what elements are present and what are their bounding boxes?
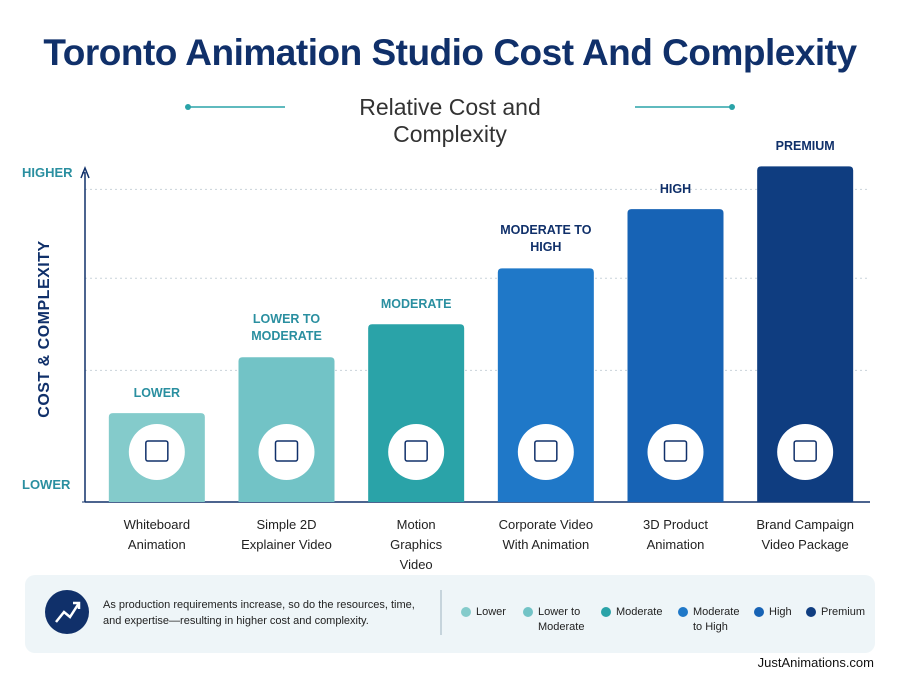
- bar-icon: [258, 424, 315, 480]
- decor-dot: [729, 104, 735, 110]
- y-axis-arrow: [80, 165, 90, 179]
- y-axis-label: COST & COMPLEXITY: [36, 240, 53, 418]
- bar-label: PREMIUM: [775, 139, 835, 154]
- x-tick-label: Brand Campaign Video Package: [756, 517, 854, 552]
- bar-label: LOWER TO MODERATE: [251, 312, 322, 344]
- bar-icon-glyph: [404, 440, 428, 462]
- legend-swatch: [601, 607, 611, 617]
- x-tick-label: Motion Graphics Video: [390, 517, 443, 572]
- legend-swatch: [461, 607, 471, 617]
- footer: JustAnimations.com: [757, 655, 874, 670]
- legend-label: High: [769, 606, 792, 618]
- bar-icon: [777, 424, 834, 480]
- x-tick-label: Corporate Video With Animation: [498, 517, 594, 552]
- decor-dot: [185, 104, 191, 110]
- info-icon-glyph: [55, 601, 81, 623]
- bar-icon: [128, 424, 185, 480]
- note: As production requirements increase, so …: [103, 599, 415, 627]
- chart-title: Toronto Animation Studio Cost And Comple…: [43, 32, 857, 73]
- bar-label: LOWER: [133, 386, 181, 401]
- legend-swatch: [523, 607, 533, 617]
- bar: [627, 209, 724, 503]
- bar: [757, 166, 854, 502]
- x-tick-label: Whiteboard Animation: [123, 517, 191, 552]
- info-icon: [45, 590, 89, 634]
- bar-icon: [388, 424, 445, 480]
- bar-icon-glyph: [534, 440, 558, 462]
- legend-swatch: [678, 607, 688, 617]
- bar-label: MODERATE TO HIGH: [500, 223, 592, 255]
- bar-icon-glyph: [145, 440, 169, 462]
- bar-icon: [647, 424, 704, 480]
- x-tick-label: 3D Product Animation: [642, 517, 709, 552]
- legend-swatch: [754, 607, 764, 617]
- info-box: [25, 575, 875, 653]
- legend-label: Moderate: [616, 606, 663, 618]
- x-tick-label: Simple 2D Explainer Video: [241, 517, 332, 552]
- legend-label: Lower to Moderate: [538, 606, 585, 633]
- chart-subtitle: Relative Cost and Complexity: [359, 94, 541, 147]
- y-tick-label: HIGHER: [22, 164, 73, 180]
- bar-icon-glyph: [274, 440, 299, 462]
- legend-swatch: [806, 607, 816, 617]
- legend-label: Premium: [821, 606, 866, 618]
- legend-label: Lower: [476, 606, 506, 618]
- bar-label: MODERATE: [380, 297, 452, 312]
- bar-icon-glyph: [793, 440, 817, 462]
- bar-icon-glyph: [663, 440, 688, 462]
- bar-icon: [517, 424, 574, 480]
- bar-label: HIGH: [659, 182, 692, 197]
- legend-label: Moderate to High: [693, 606, 740, 633]
- y-tick-label: LOWER: [22, 477, 71, 492]
